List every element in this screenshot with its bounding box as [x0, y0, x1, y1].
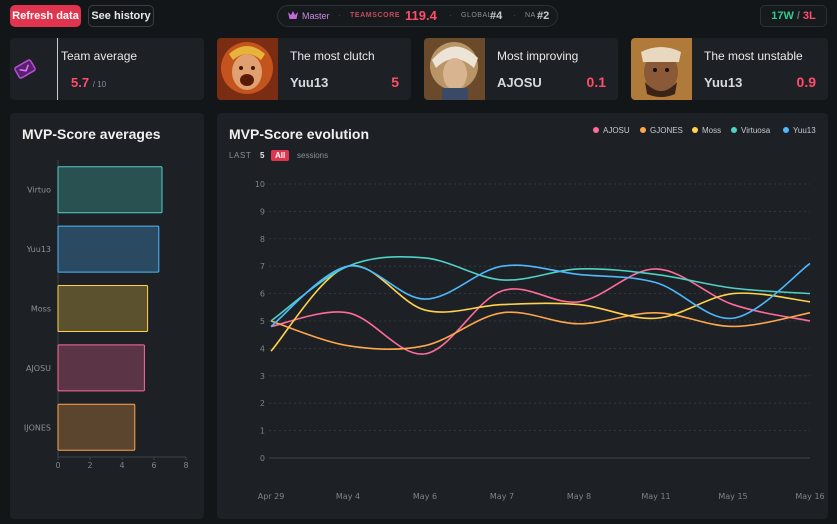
x-tick-label: May 15 — [718, 492, 747, 501]
evolution-panel — [217, 113, 828, 519]
averages-panel — [10, 113, 204, 519]
evolution-title: MVP-Score evolution — [229, 126, 370, 142]
card-title: Most improving — [497, 49, 579, 63]
wins-count: 17W — [771, 10, 794, 22]
category-label: Moss — [31, 305, 51, 314]
category-label: AJOSU — [26, 364, 51, 373]
global-rank-value: #4 — [490, 10, 503, 22]
bar — [57, 166, 163, 214]
separator-dot: · — [513, 11, 516, 20]
champion-portrait — [631, 38, 692, 100]
bar — [57, 225, 160, 273]
card-title: The most clutch — [290, 49, 375, 63]
losses-count: 3L — [802, 10, 816, 22]
teamscore-label: TEAMSCORE — [350, 12, 401, 19]
legend-item-moss[interactable]: Moss — [692, 126, 721, 135]
win-loss-record: 17W/3L — [760, 5, 827, 27]
legend-item-virtuosa[interactable]: Virtuosa — [731, 126, 770, 135]
sessions-suffix: sessions — [297, 151, 329, 160]
separator-dot: · — [338, 11, 341, 20]
y-tick-label: 5 — [260, 317, 265, 326]
region-rank-value: #2 — [537, 10, 550, 22]
x-tick-label: 4 — [119, 461, 124, 470]
legend-item-yuu13[interactable]: Yuu13 — [783, 126, 816, 135]
most-unstable-card: The most unstable Yuu13 0.9 — [631, 38, 828, 100]
x-tick-label: May 4 — [336, 492, 360, 501]
x-tick-label: 8 — [183, 461, 188, 470]
card-title: Team average — [61, 49, 138, 63]
legend-item-ajosu[interactable]: AJOSU — [593, 126, 630, 135]
category-label: Virtuo — [27, 186, 51, 195]
teamscore-value: 119.4 — [405, 8, 437, 23]
top-bar: Refresh data See history Master · TEAMSC… — [0, 0, 837, 32]
y-tick-label: 4 — [260, 344, 265, 353]
sessions-prefix: LAST — [229, 151, 252, 160]
category-label: IJONES — [24, 423, 51, 432]
refresh-data-button[interactable]: Refresh data — [10, 5, 81, 27]
global-rank-label: GLOBAL — [461, 12, 493, 19]
x-tick-label: 6 — [151, 461, 156, 470]
most-clutch-card: The most clutch Yuu13 5 — [217, 38, 411, 100]
x-tick-label: 0 — [55, 461, 60, 470]
see-history-button[interactable]: See history — [88, 5, 154, 27]
x-tick-label: 2 — [87, 461, 92, 470]
x-tick-label: May 7 — [490, 492, 514, 501]
y-tick-label: 1 — [260, 427, 265, 436]
bar — [57, 285, 149, 332]
averages-title: MVP-Score averages — [22, 126, 161, 142]
series-line-yuu13 — [270, 262, 811, 328]
y-tick-label: 10 — [255, 180, 265, 189]
y-tick-label: 3 — [260, 372, 265, 381]
y-tick-label: 9 — [260, 207, 265, 216]
series-line-gjones — [270, 311, 811, 351]
y-tick-label: 6 — [260, 290, 265, 299]
master-tier-icon — [288, 6, 298, 26]
x-tick-label: May 8 — [567, 492, 591, 501]
most-improving-card: Most improving AJOSU 0.1 — [424, 38, 618, 100]
clutch-value: 5 — [391, 74, 399, 90]
team-average-value: 5.7 / 10 — [71, 75, 107, 90]
separator-dot: · — [449, 11, 452, 20]
x-tick-label: May 11 — [641, 492, 670, 501]
y-tick-label: 7 — [260, 262, 265, 271]
x-tick-label: May 6 — [413, 492, 437, 501]
player-name: AJOSU — [497, 75, 542, 90]
team-logo-icon — [10, 38, 58, 100]
series-line-moss — [270, 264, 811, 352]
y-tick-label: 2 — [260, 399, 265, 408]
sessions-option-all[interactable]: All — [271, 150, 290, 161]
region-rank-label: NA — [525, 12, 536, 19]
player-name: Yuu13 — [704, 75, 743, 90]
unstable-value: 0.9 — [796, 74, 816, 90]
category-label: Yuu13 — [26, 245, 51, 254]
team-average-card: Team average 5.7 / 10 — [10, 38, 204, 100]
bar — [57, 344, 145, 392]
improving-value: 0.1 — [586, 74, 606, 90]
champion-portrait — [217, 38, 278, 100]
tier-label: Master — [302, 11, 330, 21]
y-tick-label: 8 — [260, 235, 265, 244]
series-line-ajosu — [270, 268, 811, 355]
x-tick-label: May 16 — [795, 492, 824, 501]
legend-item-gjones[interactable]: GJONES — [640, 126, 683, 135]
champion-portrait — [424, 38, 485, 100]
y-tick-label: 0 — [260, 454, 265, 463]
card-title: The most unstable — [704, 49, 803, 63]
player-name: Yuu13 — [290, 75, 329, 90]
sessions-option-5[interactable]: 5 — [260, 151, 265, 160]
record-separator: / — [796, 10, 800, 22]
x-tick-label: Apr 29 — [258, 492, 285, 501]
rank-summary: Master · TEAMSCORE 119.4 · GLOBAL #4 · N… — [277, 5, 558, 27]
bar — [57, 403, 136, 451]
